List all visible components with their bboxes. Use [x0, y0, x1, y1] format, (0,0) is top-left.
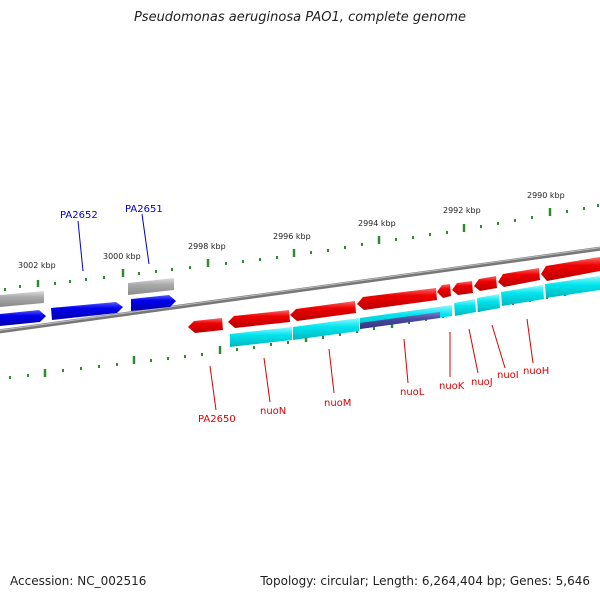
gene-label-nuoH[interactable]: nuoH	[523, 366, 549, 377]
genome-summary-text: Topology: circular; Length: 6,264,404 bp…	[260, 574, 590, 588]
reverse-strand-genes	[188, 257, 600, 333]
scale-labels: 3002 kbp 3000 kbp 2998 kbp 2996 kbp 2994…	[18, 191, 565, 270]
gene-nuoH-arrow[interactable]	[498, 268, 540, 287]
outer-scale-ticks	[4, 204, 599, 291]
gene-label-nuoN[interactable]: nuoN	[260, 406, 286, 417]
gene-label-PA2652[interactable]: PA2652	[60, 210, 98, 221]
gene-label-nuoI[interactable]: nuoI	[497, 370, 519, 381]
scale-label: 2998 kbp	[188, 242, 226, 251]
other-feature	[128, 278, 174, 295]
cds-block[interactable]	[230, 327, 292, 347]
cds-block[interactable]	[293, 318, 359, 340]
cds-block[interactable]	[454, 299, 476, 316]
gene-PA2652-arrow[interactable]	[51, 302, 123, 320]
gene-nuoL-arrow[interactable]	[357, 288, 437, 310]
accession-text: Accession: NC_002516	[10, 574, 147, 588]
gene-label-nuoM[interactable]: nuoM	[324, 398, 351, 409]
gene-label-PA2650[interactable]: PA2650	[198, 414, 236, 425]
cds-block[interactable]	[545, 276, 600, 298]
scale-label: 2990 kbp	[527, 191, 565, 200]
genome-backbone	[0, 246, 600, 334]
forward-gene-labels: PA2652 PA2651	[60, 204, 163, 221]
forward-gene-leaders	[77, 213, 150, 272]
genome-backbone-highlight	[0, 247, 600, 331]
cds-highlight-block[interactable]	[360, 312, 440, 329]
gene-label-nuoK[interactable]: nuoK	[439, 381, 465, 392]
cds-block[interactable]	[501, 285, 544, 306]
gene-label-nuoL[interactable]: nuoL	[400, 387, 425, 398]
cds-block[interactable]	[477, 294, 500, 312]
scale-label: 3002 kbp	[18, 261, 56, 270]
scale-label: 2994 kbp	[358, 219, 396, 228]
gene-label-nuoJ[interactable]: nuoJ	[471, 377, 493, 388]
map-title: Pseudomonas aeruginosa PAO1, complete ge…	[133, 10, 467, 25]
gene-PA2650-arrow[interactable]	[188, 318, 223, 333]
cds-track	[230, 276, 600, 347]
other-feature	[0, 291, 44, 307]
forward-strand-genes	[0, 295, 176, 326]
reverse-gene-leaders	[209, 318, 534, 411]
gene-next-arrow[interactable]	[541, 257, 600, 281]
gene-nuoM-arrow[interactable]	[290, 301, 356, 321]
gene-nuoK-arrow[interactable]	[437, 284, 451, 298]
gene-left-edge-arrow[interactable]	[0, 310, 46, 326]
other-features	[0, 278, 174, 307]
scale-label: 3000 kbp	[103, 252, 141, 261]
gene-nuoJ-arrow[interactable]	[452, 281, 473, 295]
scale-label: 2992 kbp	[443, 206, 481, 215]
gene-label-PA2651[interactable]: PA2651	[125, 204, 163, 215]
gene-PA2651-arrow[interactable]	[131, 295, 176, 311]
gene-nuoN-arrow[interactable]	[228, 310, 290, 328]
scale-label: 2996 kbp	[273, 232, 311, 241]
reverse-gene-labels: PA2650 nuoN nuoM nuoL nuoK nuoJ nuoI nuo…	[198, 366, 549, 425]
gene-nuoI-arrow[interactable]	[474, 276, 497, 291]
